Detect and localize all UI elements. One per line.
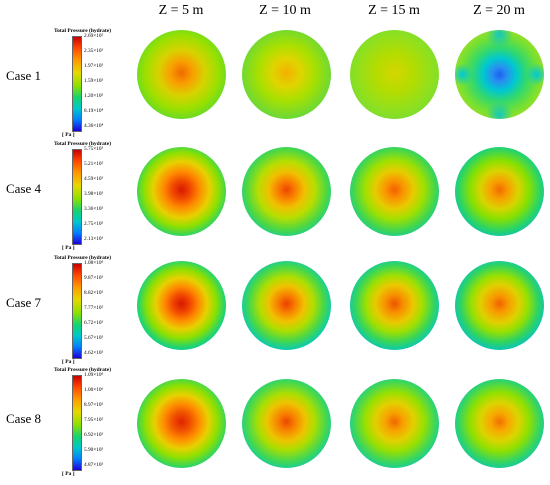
column-header-z10: Z = 10 m	[259, 3, 311, 18]
contour-case4-z20	[455, 147, 544, 236]
legend-tick: 2.13×10⁵	[84, 236, 104, 242]
legend-tick: 5.21×10⁵	[84, 161, 104, 167]
contour-case8-z20	[455, 379, 544, 468]
legend-unit: [ Pa ]	[62, 132, 75, 138]
legend-tick: 5.90×10⁵	[84, 447, 104, 453]
column-header-z20: Z = 20 m	[473, 3, 525, 18]
legend-tick: 8.97×10⁵	[84, 402, 104, 408]
legend-tick: 5.75×10⁵	[84, 146, 104, 152]
contour-case8-z15	[350, 379, 439, 468]
column-header-z15: Z = 15 m	[368, 3, 420, 18]
colorbar	[72, 263, 82, 359]
column-header-z5: Z = 5 m	[158, 3, 204, 18]
legend-tick: 6.92×10⁵	[84, 432, 104, 438]
case-row-4: Case 4 Total Pressure (hydrate) 5.75×10⁵…	[0, 141, 550, 259]
contour-case1-z15	[350, 30, 439, 119]
case-label: Case 8	[6, 411, 42, 426]
legend-tick: 1.09×10⁶	[84, 372, 104, 378]
legend-tick: 1.59×10⁵	[84, 78, 104, 84]
legend-tick: 1.08×10⁶	[84, 260, 104, 266]
legend-tick: 2.75×10⁵	[84, 221, 104, 227]
colorbar	[72, 375, 82, 471]
legend-tick: 8.19×10⁴	[84, 108, 104, 114]
contour-case1-z5	[137, 30, 226, 119]
legend-tick: 3.36×10⁵	[84, 206, 104, 212]
case-label: Case 7	[6, 295, 42, 310]
legend-unit: [ Pa ]	[62, 359, 75, 365]
legend-tick: 4.36×10⁴	[84, 123, 104, 129]
contour-case4-z15	[350, 147, 439, 236]
legend-tick: 7.77×10⁵	[84, 305, 104, 311]
legend-title: Total Pressure (hydrate)	[54, 141, 112, 147]
legend-tick: 1.20×10⁵	[84, 93, 104, 99]
legend-tick: 3.98×10⁵	[84, 191, 104, 197]
colorbar	[72, 36, 82, 132]
legend-tick: 4.59×10⁵	[84, 176, 104, 182]
legend-tick: 8.82×10⁵	[84, 290, 104, 296]
legend-unit: [ Pa ]	[62, 245, 75, 251]
legend-tick: 2.35×10⁵	[84, 48, 104, 54]
case-row-7: Case 7 Total Pressure (hydrate) 1.08×10⁶…	[0, 255, 550, 373]
contour-case7-z15	[350, 261, 439, 350]
legend-tick: 6.72×10⁵	[84, 320, 104, 326]
colorbar-legend: Total Pressure (hydrate) 2.69×10⁵ 2.35×1…	[54, 28, 134, 146]
legend-tick: 7.95×10⁵	[84, 417, 104, 423]
case-label: Case 4	[6, 181, 42, 196]
case-label: Case 1	[6, 68, 42, 83]
colorbar-legend: Total Pressure (hydrate) 1.09×10⁶ 1.00×1…	[54, 367, 134, 485]
colorbar-legend: Total Pressure (hydrate) 5.75×10⁵ 5.21×1…	[54, 141, 134, 259]
legend-title: Total Pressure (hydrate)	[54, 28, 112, 34]
contour-case1-z20	[455, 30, 544, 119]
contour-case4-z10	[242, 147, 331, 236]
legend-tick: 1.00×10⁶	[84, 387, 104, 393]
contour-case7-z20	[455, 261, 544, 350]
contour-case8-z10	[242, 379, 331, 468]
contour-case1-z10	[242, 30, 331, 119]
legend-tick: 2.69×10⁵	[84, 33, 104, 39]
case-row-1: Case 1 Total Pressure (hydrate) 2.69×10⁵…	[0, 28, 550, 146]
legend-unit: [ Pa ]	[62, 471, 75, 477]
contour-case7-z10	[242, 261, 331, 350]
contour-case8-z5	[137, 379, 226, 468]
legend-tick: 4.62×10⁵	[84, 350, 104, 356]
legend-tick: 1.97×10⁵	[84, 63, 104, 69]
contour-case4-z5	[137, 147, 226, 236]
colorbar-legend: Total Pressure (hydrate) 1.08×10⁶ 9.87×1…	[54, 255, 134, 373]
case-row-8: Case 8 Total Pressure (hydrate) 1.09×10⁶…	[0, 367, 550, 485]
colorbar	[72, 149, 82, 245]
contour-case7-z5	[137, 261, 226, 350]
legend-title: Total Pressure (hydrate)	[54, 367, 112, 373]
legend-title: Total Pressure (hydrate)	[54, 255, 112, 261]
legend-tick: 5.67×10⁵	[84, 335, 104, 341]
legend-tick: 4.87×10⁵	[84, 462, 104, 468]
legend-tick: 9.87×10⁵	[84, 275, 104, 281]
